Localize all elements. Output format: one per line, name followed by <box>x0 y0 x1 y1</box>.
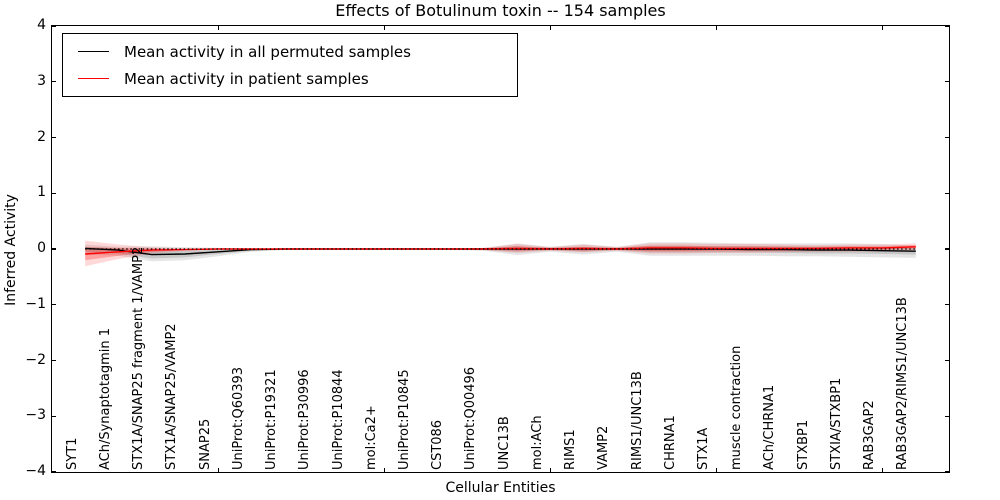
y-tick-left <box>52 471 56 473</box>
y-tick-left <box>52 136 56 139</box>
legend-label: Mean activity in all permuted samples <box>124 42 411 61</box>
x-category-label: ACh/Synaptotagmin 1 <box>97 327 113 470</box>
chart-title: Effects of Botulinum toxin -- 154 sample… <box>335 1 666 20</box>
x-tick-top <box>881 26 884 30</box>
x-category-label: mol:ACh <box>529 415 545 470</box>
y-tick-right <box>945 471 949 473</box>
x-category-label: muscle contraction <box>729 345 745 470</box>
x-category-label: RIMS1/UNC13B <box>629 371 645 470</box>
x-axis-label: Cellular Entities <box>445 480 556 496</box>
y-tick-right <box>945 359 949 362</box>
legend-item-permuted: Mean activity in all permuted samples <box>63 38 517 65</box>
y-tick-label: 3 <box>37 72 46 89</box>
x-category-label: VAMP2 <box>596 425 612 470</box>
x-category-label: UniProt:Q00496 <box>463 366 479 470</box>
y-tick-left <box>52 248 56 250</box>
y-tick-label: 0 <box>37 240 46 256</box>
y-tick-left <box>52 304 56 306</box>
y-tick-right <box>945 81 949 83</box>
legend-label: Mean activity in patient samples <box>124 69 369 88</box>
y-tick-right <box>945 248 949 250</box>
band-outer-patient <box>85 240 916 267</box>
x-category-label: STX1A/SNAP25 fragment 1/VAMP2 <box>131 246 147 470</box>
legend-line-swatch-black <box>78 51 109 52</box>
x-tick-top <box>217 26 219 30</box>
x-tick-top <box>549 26 551 30</box>
x-category-label: CHRNA1 <box>662 415 678 470</box>
y-tick-right <box>945 415 949 417</box>
x-category-label: SNAP25 <box>197 418 213 470</box>
x-category-label: STX1A/SNAP25/VAMP2 <box>164 323 180 470</box>
x-category-label: RAB3GAP2 <box>862 400 878 470</box>
y-tick-left <box>52 25 56 27</box>
x-category-label: CST086 <box>430 419 446 470</box>
plot-canvas <box>85 240 916 267</box>
plot-area: SYT1 ACh/Synaptotagmin 1 STX1A/SNAP25 frag… <box>51 25 950 473</box>
legend-item-patient: Mean activity in patient samples <box>63 65 517 92</box>
x-tick-bottom <box>881 468 884 472</box>
y-tick-left <box>52 415 56 417</box>
x-category-label: mol:Ca2+ <box>363 405 379 470</box>
y-tick-label: 1 <box>37 184 46 201</box>
x-category-label: UNC13B <box>496 416 512 470</box>
y-tick-left <box>52 81 56 83</box>
y-tick-right <box>945 25 949 27</box>
y-tick-label: 4 <box>37 17 46 33</box>
x-category-label: STXBP1 <box>795 419 811 470</box>
y-tick-label: −1 <box>25 295 46 312</box>
y-tick-label: 2 <box>37 128 46 145</box>
x-tick-top <box>383 26 385 30</box>
x-category-label: UniProt:P30996 <box>297 369 313 470</box>
y-tick-left <box>52 359 56 362</box>
x-category-label: UniProt:P19321 <box>264 369 280 470</box>
y-tick-left <box>52 192 56 194</box>
x-category-label: STX1A <box>695 427 711 470</box>
y-tick-label: −4 <box>25 463 46 479</box>
y-tick-right <box>945 192 949 194</box>
x-category-label: ACh/CHRNA1 <box>762 384 778 470</box>
y-tick-right <box>945 136 949 139</box>
x-category-label: UniProt:Q60393 <box>230 366 246 470</box>
x-tick-top <box>715 26 718 30</box>
x-category-label: RAB3GAP2/RIMS1/UNC13B <box>895 297 911 470</box>
x-tick-bottom <box>549 468 551 472</box>
x-tick-bottom <box>383 468 385 472</box>
band-outer-permuted <box>85 242 916 262</box>
x-category-label: UniProt:P10845 <box>396 369 412 470</box>
x-category-label: SYT1 <box>64 437 80 470</box>
x-category-label: STXIA/STXBP1 <box>828 377 844 470</box>
y-tick-label: −2 <box>25 351 46 368</box>
x-category-label: RIMS1 <box>563 429 579 470</box>
x-tick-bottom <box>715 468 718 472</box>
x-category-label: UniProt:P10844 <box>330 369 346 470</box>
y-tick-label: −3 <box>25 407 46 424</box>
legend-line-swatch-red <box>78 78 109 79</box>
y-tick-right <box>945 304 949 306</box>
x-tick-bottom <box>217 468 219 472</box>
legend: Mean activity in all permuted samples Me… <box>62 33 518 97</box>
